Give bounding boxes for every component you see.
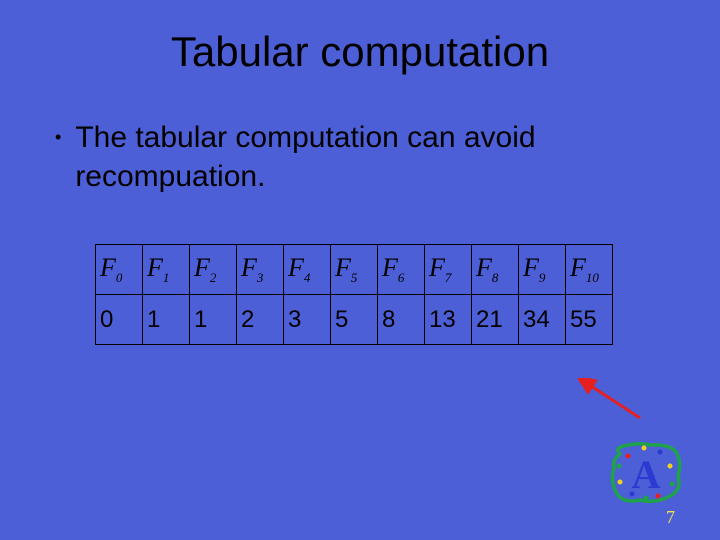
table-header-cell: F10 [566, 245, 613, 295]
table-value-cell: 55 [566, 295, 613, 345]
badge-icon: A [610, 442, 682, 504]
bullet-text: The tabular computation can avoid recomp… [75, 118, 670, 196]
header-F: F [570, 253, 586, 282]
header-subscript: 5 [351, 270, 358, 285]
header-subscript: 8 [492, 270, 499, 285]
table-value-row: 011235813213455 [96, 295, 613, 345]
table-value-cell: 1 [143, 295, 190, 345]
table-value-cell: 1 [190, 295, 237, 345]
header-F: F [523, 253, 539, 282]
table-header-cell: F4 [284, 245, 331, 295]
slide-title: Tabular computation [0, 0, 720, 76]
table-value-cell: 21 [472, 295, 519, 345]
table-header-cell: F2 [190, 245, 237, 295]
header-F: F [335, 253, 351, 282]
fibonacci-table-wrap: F0F1F2F3F4F5F6F7F8F9F10 011235813213455 [0, 244, 720, 345]
table-value-cell: 0 [96, 295, 143, 345]
table-value-cell: 13 [425, 295, 472, 345]
table-header-row: F0F1F2F3F4F5F6F7F8F9F10 [96, 245, 613, 295]
header-subscript: 2 [210, 270, 217, 285]
bullet-item: • The tabular computation can avoid reco… [55, 118, 670, 196]
header-F: F [100, 253, 116, 282]
header-subscript: 1 [163, 270, 170, 285]
arrow-icon [578, 378, 648, 423]
header-F: F [194, 253, 210, 282]
table-value-cell: 3 [284, 295, 331, 345]
header-F: F [288, 253, 304, 282]
fibonacci-table: F0F1F2F3F4F5F6F7F8F9F10 011235813213455 [95, 244, 613, 345]
header-subscript: 9 [539, 270, 546, 285]
header-subscript: 4 [304, 270, 311, 285]
table-value-cell: 8 [378, 295, 425, 345]
header-F: F [476, 253, 492, 282]
header-F: F [241, 253, 257, 282]
header-subscript: 0 [116, 270, 123, 285]
badge-letter: A [632, 452, 661, 497]
header-F: F [429, 253, 445, 282]
slide: Tabular computation • The tabular comput… [0, 0, 720, 540]
header-subscript: 6 [398, 270, 405, 285]
table-header-cell: F6 [378, 245, 425, 295]
table-header-cell: F7 [425, 245, 472, 295]
header-F: F [147, 253, 163, 282]
header-subscript: 7 [445, 270, 452, 285]
table-header-cell: F9 [519, 245, 566, 295]
bullet-dot-icon: • [55, 126, 61, 149]
table-value-cell: 34 [519, 295, 566, 345]
table-header-cell: F8 [472, 245, 519, 295]
table-header-cell: F5 [331, 245, 378, 295]
table-header-cell: F0 [96, 245, 143, 295]
header-subscript: 3 [257, 270, 264, 285]
bullet-list: • The tabular computation can avoid reco… [0, 118, 720, 196]
table-value-cell: 2 [237, 295, 284, 345]
table-header-cell: F1 [143, 245, 190, 295]
table-header-cell: F3 [237, 245, 284, 295]
header-subscript: 10 [586, 270, 599, 285]
table-value-cell: 5 [331, 295, 378, 345]
header-F: F [382, 253, 398, 282]
page-number: 7 [666, 507, 675, 528]
